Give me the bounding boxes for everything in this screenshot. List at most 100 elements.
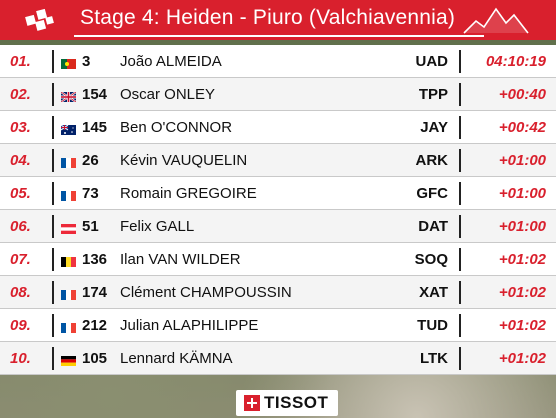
portugal-flag-icon: [61, 56, 76, 69]
team-code: GFC: [416, 185, 448, 202]
row-separator: [0, 143, 556, 144]
rider-number: 154: [82, 86, 108, 103]
team-code: SOQ: [414, 251, 448, 268]
team-code: LTK: [419, 350, 448, 367]
time-gap: 04:10:19: [485, 53, 546, 70]
time-gap: +01:00: [498, 152, 546, 169]
column-divider: [52, 116, 54, 139]
swiss-cross-icon: [244, 395, 260, 411]
table-row: 01. 3 João ALMEIDA UAD 04:10:19: [0, 45, 556, 78]
table-row: 06. 51 Felix GALL DAT +01:00: [0, 210, 556, 243]
rider-name: Julian ALAPHILIPPE: [120, 317, 259, 334]
rider-name: Felix GALL: [120, 218, 195, 235]
column-divider: [52, 83, 54, 106]
column-divider: [459, 149, 461, 172]
table-row: 02. 154 Oscar ONLEY TPP +00:40: [0, 78, 556, 111]
row-separator: [0, 308, 556, 309]
rider-name: Clément CHAMPOUSSIN: [120, 284, 292, 301]
sponsor-logo: TISSOT: [236, 390, 338, 416]
stage-header: Stage 4: Heiden - Piuro (Valchiavennia): [0, 0, 556, 40]
table-row: 03. 145 Ben O'CONNOR JAY +00:42: [0, 111, 556, 144]
table-row: 07. 136 Ilan VAN WILDER SOQ +01:02: [0, 243, 556, 276]
rank-position: 02.: [10, 86, 31, 103]
team-code: TUD: [417, 317, 448, 334]
column-divider: [459, 182, 461, 205]
rank-position: 05.: [10, 185, 31, 202]
rank-position: 06.: [10, 218, 31, 235]
stage-title: Stage 4: Heiden - Piuro (Valchiavennia): [80, 6, 456, 29]
row-separator: [0, 209, 556, 210]
row-separator: [0, 110, 556, 111]
rider-number: 105: [82, 350, 108, 367]
row-separator: [0, 275, 556, 276]
time-gap: +01:02: [498, 350, 546, 367]
row-separator: [0, 242, 556, 243]
table-row: 05. 73 Romain GREGOIRE GFC +01:00: [0, 177, 556, 210]
rider-number: 212: [82, 317, 108, 334]
rider-name: Lennard KÄMNA: [120, 350, 233, 367]
column-divider: [52, 347, 54, 370]
time-gap: +00:40: [498, 86, 546, 103]
time-gap: +01:00: [498, 218, 546, 235]
column-divider: [52, 215, 54, 238]
team-code: XAT: [419, 284, 448, 301]
rank-position: 10.: [10, 350, 31, 367]
row-separator: [0, 176, 556, 177]
france-flag-icon: [61, 155, 76, 168]
france-flag-icon: [61, 320, 76, 333]
column-divider: [52, 182, 54, 205]
time-gap: +01:02: [498, 251, 546, 268]
table-row: 08. 174 Clément CHAMPOUSSIN XAT +01:02: [0, 276, 556, 309]
column-divider: [459, 281, 461, 304]
rank-position: 09.: [10, 317, 31, 334]
rider-name: Romain GREGOIRE: [120, 185, 257, 202]
rider-name: Oscar ONLEY: [120, 86, 216, 103]
column-divider: [52, 248, 54, 271]
sponsor-name: TISSOT: [264, 393, 329, 412]
rider-name: Kévin VAUQUELIN: [120, 152, 248, 169]
column-divider: [459, 314, 461, 337]
rider-number: 3: [82, 53, 91, 70]
column-divider: [459, 83, 461, 106]
france-flag-icon: [61, 287, 76, 300]
mountain-profile-icon: [463, 7, 529, 34]
column-divider: [459, 248, 461, 271]
column-divider: [459, 347, 461, 370]
time-gap: +00:42: [498, 119, 546, 136]
team-code: ARK: [415, 152, 449, 169]
results-table: 01. 3 João ALMEIDA UAD 04:10:19 02. 154 Oscar O…: [0, 45, 556, 375]
row-separator: [0, 374, 556, 375]
rank-position: 04.: [10, 152, 31, 169]
time-gap: +01:02: [498, 317, 546, 334]
column-divider: [52, 314, 54, 337]
team-code: JAY: [420, 119, 448, 136]
time-gap: +01:00: [498, 185, 546, 202]
germany-flag-icon: [61, 353, 76, 366]
column-divider: [459, 116, 461, 139]
table-row: 09. 212 Julian ALAPHILIPPE TUD +01:02: [0, 309, 556, 342]
column-divider: [459, 50, 461, 73]
france-flag-icon: [61, 188, 76, 201]
team-code: TPP: [418, 86, 448, 103]
rank-position: 01.: [10, 53, 31, 70]
rider-number: 26: [82, 152, 99, 169]
column-divider: [52, 149, 54, 172]
rider-name: João ALMEIDA: [120, 53, 222, 70]
rank-position: 08.: [10, 284, 31, 301]
race-logo-icon: [25, 8, 54, 31]
column-divider: [459, 215, 461, 238]
row-separator: [0, 77, 556, 78]
rider-number: 73: [82, 185, 99, 202]
belgium-flag-icon: [61, 254, 76, 267]
team-code: UAD: [415, 53, 449, 70]
uk-flag-icon: [60, 89, 77, 103]
rider-number: 51: [82, 218, 99, 235]
table-row: 04. 26 Kévin VAUQUELIN ARK +01:00: [0, 144, 556, 177]
title-underline: [74, 35, 484, 37]
column-divider: [52, 50, 54, 73]
row-separator: [0, 341, 556, 342]
rider-number: 145: [82, 119, 108, 136]
team-code: DAT: [418, 218, 448, 235]
australia-flag-icon: [60, 122, 76, 135]
austria-flag-icon: [61, 221, 76, 234]
